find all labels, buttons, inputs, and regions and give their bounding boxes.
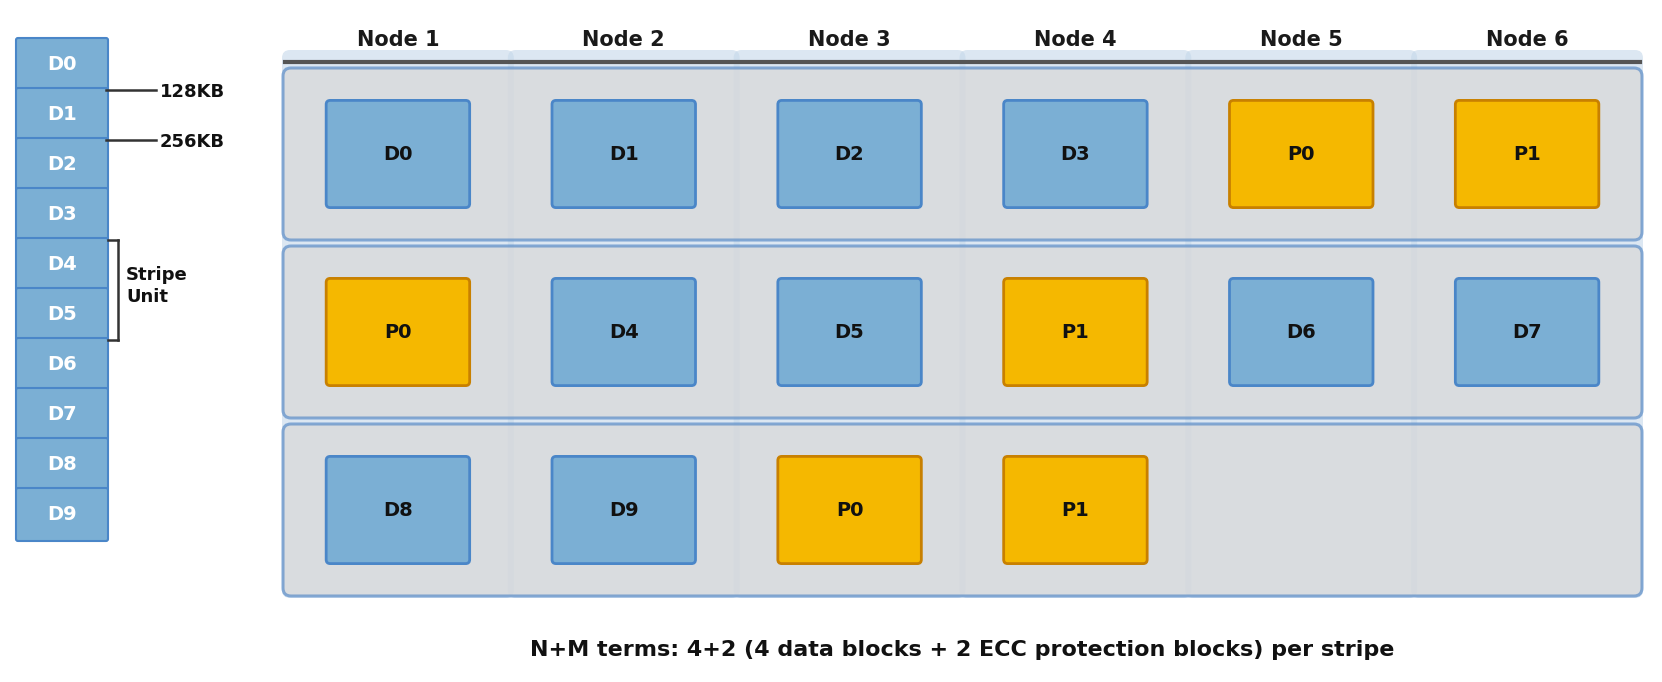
FancyBboxPatch shape <box>326 100 470 207</box>
Text: D7: D7 <box>1512 323 1542 342</box>
FancyBboxPatch shape <box>17 88 108 141</box>
Text: D4: D4 <box>608 323 638 342</box>
Text: P1: P1 <box>1512 145 1541 164</box>
FancyBboxPatch shape <box>17 338 108 391</box>
Text: Node 1: Node 1 <box>357 30 439 50</box>
Text: 128KB: 128KB <box>160 83 224 101</box>
FancyBboxPatch shape <box>733 50 966 598</box>
Text: D7: D7 <box>47 406 76 424</box>
FancyBboxPatch shape <box>1230 278 1373 385</box>
Text: P0: P0 <box>836 501 863 520</box>
FancyBboxPatch shape <box>1456 100 1599 207</box>
Text: D8: D8 <box>382 501 412 520</box>
Text: Stripe
Unit: Stripe Unit <box>126 266 188 306</box>
FancyBboxPatch shape <box>552 278 695 385</box>
FancyBboxPatch shape <box>283 246 1642 418</box>
FancyBboxPatch shape <box>509 50 740 598</box>
Text: D6: D6 <box>47 355 76 374</box>
FancyBboxPatch shape <box>17 188 108 241</box>
Text: D3: D3 <box>47 205 76 224</box>
Text: Node 6: Node 6 <box>1486 30 1569 50</box>
Text: D9: D9 <box>47 505 76 524</box>
Text: D5: D5 <box>47 306 76 325</box>
FancyBboxPatch shape <box>1456 278 1599 385</box>
FancyBboxPatch shape <box>778 456 921 563</box>
Text: D1: D1 <box>608 145 638 164</box>
FancyBboxPatch shape <box>552 456 695 563</box>
FancyBboxPatch shape <box>326 278 470 385</box>
FancyBboxPatch shape <box>17 238 108 291</box>
FancyBboxPatch shape <box>1004 100 1147 207</box>
FancyBboxPatch shape <box>326 456 470 563</box>
Text: D1: D1 <box>47 106 76 125</box>
FancyBboxPatch shape <box>283 50 514 598</box>
FancyBboxPatch shape <box>17 488 108 541</box>
FancyBboxPatch shape <box>778 278 921 385</box>
Text: D2: D2 <box>47 155 76 175</box>
FancyBboxPatch shape <box>283 424 1642 596</box>
Text: P0: P0 <box>1288 145 1315 164</box>
Text: D9: D9 <box>608 501 638 520</box>
FancyBboxPatch shape <box>17 38 108 91</box>
Text: D0: D0 <box>47 55 76 74</box>
FancyBboxPatch shape <box>778 100 921 207</box>
Text: P0: P0 <box>384 323 412 342</box>
FancyBboxPatch shape <box>1185 50 1418 598</box>
FancyBboxPatch shape <box>17 138 108 191</box>
FancyBboxPatch shape <box>552 100 695 207</box>
FancyBboxPatch shape <box>959 50 1192 598</box>
Text: D4: D4 <box>47 256 76 274</box>
Text: P1: P1 <box>1062 323 1089 342</box>
Text: D2: D2 <box>834 145 864 164</box>
FancyBboxPatch shape <box>17 288 108 341</box>
Text: D3: D3 <box>1060 145 1090 164</box>
Text: D8: D8 <box>47 456 76 475</box>
Text: Node 3: Node 3 <box>808 30 891 50</box>
FancyBboxPatch shape <box>17 388 108 441</box>
Text: D6: D6 <box>1286 323 1316 342</box>
Text: N+M terms: 4+2 (4 data blocks + 2 ECC protection blocks) per stripe: N+M terms: 4+2 (4 data blocks + 2 ECC pr… <box>530 640 1394 660</box>
Text: 256KB: 256KB <box>160 133 224 151</box>
FancyBboxPatch shape <box>283 68 1642 240</box>
Text: Node 4: Node 4 <box>1034 30 1117 50</box>
FancyBboxPatch shape <box>1004 456 1147 563</box>
Text: P1: P1 <box>1062 501 1089 520</box>
FancyBboxPatch shape <box>17 438 108 491</box>
Text: D5: D5 <box>834 323 864 342</box>
Text: Node 2: Node 2 <box>582 30 665 50</box>
Text: Node 5: Node 5 <box>1260 30 1343 50</box>
FancyBboxPatch shape <box>1411 50 1644 598</box>
FancyBboxPatch shape <box>1230 100 1373 207</box>
FancyBboxPatch shape <box>1004 278 1147 385</box>
Text: D0: D0 <box>384 145 412 164</box>
